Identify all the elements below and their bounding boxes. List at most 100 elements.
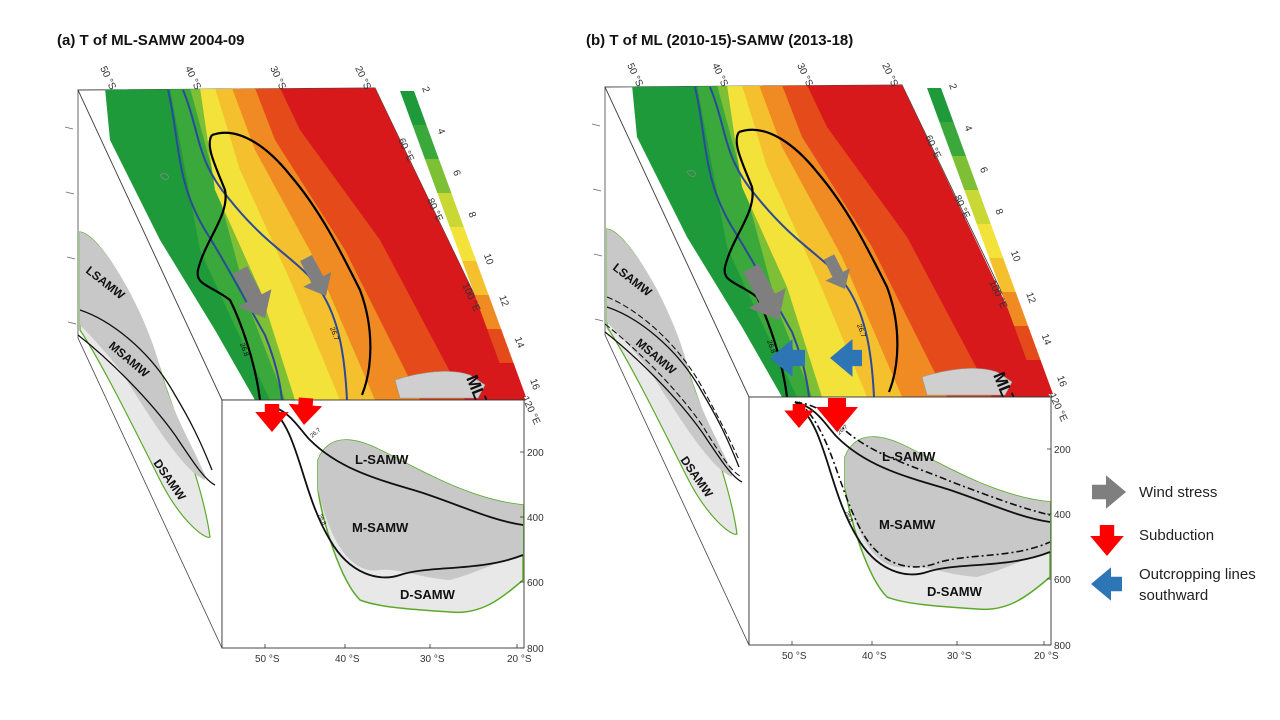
- colorbar-tick-label: 2: [419, 85, 431, 94]
- side-tick: [594, 318, 604, 322]
- subduction-arrow: [288, 397, 323, 425]
- colorbar-bin-0: [927, 88, 954, 122]
- colorbar-bin-4: [449, 227, 477, 261]
- section-depth-label: 200: [527, 448, 544, 459]
- side-tick: [591, 123, 601, 127]
- samw-outcrop-outline: [723, 128, 899, 398]
- side-tick: [67, 321, 77, 325]
- side-boundary-upper-dashed: [606, 296, 740, 461]
- arrows: [743, 254, 862, 432]
- section-contour-label-26-8: 26.8: [316, 513, 327, 527]
- map-band-4: [215, 88, 380, 400]
- colorbar-tick-label: 8: [465, 210, 477, 219]
- contour-26-7: [182, 89, 348, 401]
- legend-gray-arrow-icon: [1092, 475, 1126, 509]
- section-label-lsamw: L-SAMW: [882, 449, 936, 464]
- colorbar-bin-2: [951, 156, 979, 190]
- colorbar-tick-label: 6: [450, 169, 462, 178]
- colorbar-tick-label: 10: [481, 252, 495, 267]
- section-lat-label: 30 °S: [947, 651, 972, 662]
- wind-stress-arrow: [823, 254, 850, 289]
- side-boundary-upper: [79, 309, 213, 471]
- colorbar-bin-6: [474, 295, 502, 329]
- side-boundary-lower: [77, 334, 216, 486]
- side-tick: [65, 191, 75, 195]
- land-australia: [921, 368, 1013, 396]
- contour-label-26-7: 26.7: [328, 326, 339, 341]
- side-tick: [64, 126, 74, 130]
- arrows: [232, 254, 332, 432]
- colorbar-bin-1: [939, 122, 966, 156]
- colorbar-bin-7: [487, 329, 514, 363]
- colorbar-bin-7: [1014, 326, 1041, 360]
- top-lat-label: 30 °S: [267, 65, 287, 92]
- map-band-7: [280, 88, 525, 400]
- subduction-arrow: [784, 404, 814, 428]
- colorbar-tick-label: 6: [977, 166, 989, 175]
- section-depth-label: 800: [1054, 641, 1071, 652]
- colorbar-tick-label: 4: [435, 127, 447, 136]
- wind-stress-arrow: [743, 263, 786, 320]
- section-depth-label: 400: [527, 513, 544, 524]
- legend-red-arrow-icon: [1090, 525, 1124, 556]
- colorbar-bin-6: [1001, 292, 1029, 326]
- land-island: [159, 173, 170, 180]
- colorbar-bin-8: [499, 363, 526, 397]
- colorbar-bin-0: [400, 91, 427, 125]
- section-isopycnal-26-8: [794, 401, 1051, 576]
- legend-label-outcropping: Outcropping lines southward: [1139, 566, 1256, 604]
- section-label-lsamw: L-SAMW: [355, 452, 409, 467]
- subduction-arrow: [816, 398, 858, 432]
- wind-stress-arrow: [300, 254, 332, 296]
- top-lat-label: 40 °S: [182, 65, 202, 92]
- colorbar-bin-3: [437, 193, 464, 227]
- colorbar-tick-label: 10: [1008, 249, 1022, 264]
- section-depth-label: 800: [527, 644, 544, 655]
- section-isopycnal-26-7: [794, 401, 1051, 523]
- section-lat-label: 30 °S: [420, 654, 445, 665]
- land-australia: [394, 371, 486, 399]
- section-lat-label: 20 °S: [1034, 651, 1059, 662]
- outcrop-southward-arrow: [830, 339, 862, 377]
- section-depth-label: 400: [1054, 510, 1071, 521]
- side-tick: [592, 188, 602, 192]
- section-lat-label: 50 °S: [255, 654, 280, 665]
- map-band-4: [742, 85, 907, 397]
- section-isopycnal-26-7-dashed: [794, 401, 1051, 516]
- section-depth-label: 600: [1054, 575, 1071, 586]
- map-band-7: [807, 85, 1050, 397]
- outcrop-southward-arrow: [770, 339, 805, 377]
- top-lat-label: 50 °S: [97, 65, 117, 92]
- top-map-colors: [632, 85, 1050, 397]
- colorbar-tick-label: 12: [1023, 291, 1037, 306]
- colorbar-tick-label: 16: [527, 377, 541, 392]
- colorbar-tick-label: 16: [1054, 374, 1068, 389]
- section-lat-label: 40 °S: [862, 651, 887, 662]
- section-label-dsamw: D-SAMW: [400, 587, 456, 602]
- top-lat-label: 30 °S: [794, 62, 814, 89]
- colorbar-tick-label: 14: [1039, 333, 1053, 348]
- contour-label-26-8: 26.8: [765, 339, 776, 354]
- side-samw-dense: [80, 232, 205, 480]
- section-isopycnal-26-7: [267, 404, 524, 526]
- panel-a-title: (a) T of ML-SAMW 2004-09: [57, 32, 245, 49]
- section-lat-label: 40 °S: [335, 654, 360, 665]
- section-label-dsamw: D-SAMW: [927, 584, 983, 599]
- subduction-arrow: [255, 404, 289, 432]
- top-lat-label: 40 °S: [709, 62, 729, 89]
- contour-26-8: [167, 89, 283, 401]
- section-label-msamw: M-SAMW: [352, 520, 409, 535]
- section-lat-label: 20 °S: [507, 654, 532, 665]
- colorbar-bin-5: [989, 258, 1016, 292]
- top-lat-label: 50 °S: [624, 62, 644, 89]
- side-boundary-lower: [604, 331, 743, 483]
- side-samw-dense: [607, 229, 732, 477]
- side-tick: [66, 256, 76, 260]
- colorbar-bin-4: [976, 224, 1004, 258]
